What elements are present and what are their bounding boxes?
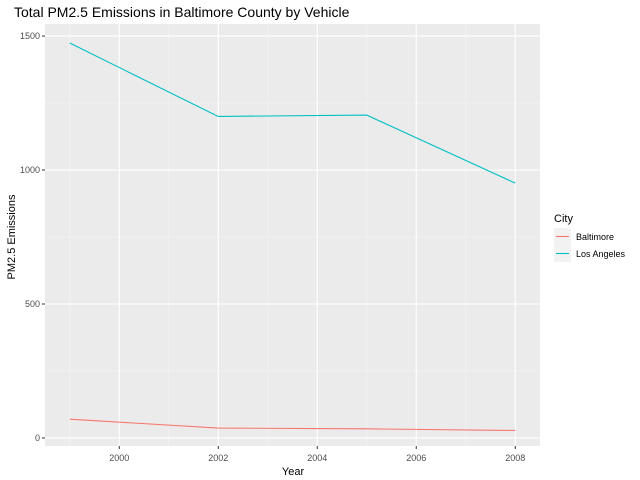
series-line-los-angeles (69, 42, 516, 184)
y-tick-label: 0 (35, 433, 40, 443)
x-tick-label: 2002 (208, 453, 228, 463)
series-line-baltimore (69, 418, 516, 432)
y-tick-label: 1000 (20, 165, 40, 175)
x-tick-label: 2000 (109, 453, 129, 463)
x-axis-label: Year (282, 466, 305, 478)
legend-title: City (554, 213, 573, 225)
legend-label-baltimore: Baltimore (576, 232, 614, 242)
plot-area: 2000 2002 2004 2006 2008 0 500 1000 1500 (20, 24, 540, 463)
y-tick-label: 500 (25, 299, 40, 309)
x-tick-label: 2004 (307, 453, 327, 463)
y-tick-label: 1500 (20, 31, 40, 41)
x-tick-label: 2008 (505, 453, 525, 463)
x-tick-label: 2006 (406, 453, 426, 463)
legend: City Baltimore Los Angeles (554, 213, 626, 262)
plot-panel (45, 24, 540, 446)
chart-title: Total PM2.5 Emissions in Baltimore Count… (14, 4, 350, 20)
y-axis-label: PM2.5 Emissions (6, 194, 18, 279)
legend-label-los-angeles: Los Angeles (576, 249, 626, 259)
